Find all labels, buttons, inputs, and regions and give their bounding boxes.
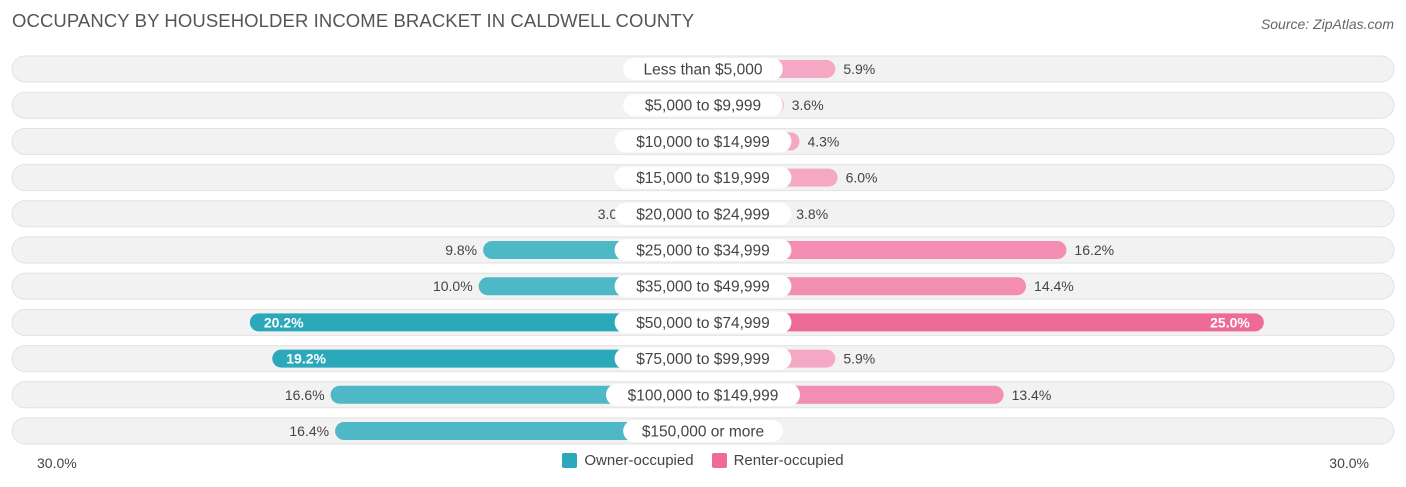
category-label: $100,000 to $149,999 (628, 387, 779, 404)
legend-label-renter: Renter-occupied (733, 452, 844, 469)
value-label-renter: 3.6% (792, 97, 824, 113)
category-label: $5,000 to $9,999 (645, 98, 761, 115)
value-label-owner: 16.4% (289, 423, 329, 439)
category-label: $150,000 or more (642, 424, 764, 441)
category-label-background (623, 94, 783, 117)
legend-item-renter[interactable]: Renter-occupied (711, 452, 844, 469)
value-label-owner: 9.8% (445, 242, 477, 258)
legend-item-owner[interactable]: Owner-occupied (562, 452, 694, 469)
category-label: $10,000 to $14,999 (636, 134, 770, 151)
category-label-background (614, 347, 792, 370)
legend-label-owner: Owner-occupied (584, 452, 694, 469)
category-label-background (614, 130, 792, 153)
chart-row: 19.2% 5.9% $75,000 to $99,999 (11, 345, 1395, 373)
category-label: $20,000 to $24,999 (636, 206, 770, 223)
chart-row: 9.8% 16.2% $25,000 to $34,999 (11, 236, 1395, 264)
category-label-background (614, 166, 792, 189)
value-label-owner: 16.6% (285, 387, 325, 403)
category-label-background (623, 58, 783, 80)
value-label-owner: 10.0% (433, 278, 473, 294)
category-label-background (623, 420, 783, 442)
value-label-renter: 4.3% (807, 133, 839, 149)
value-label-renter: 6.0% (846, 170, 878, 186)
category-label: $25,000 to $34,999 (636, 243, 770, 260)
category-label-background (614, 202, 792, 225)
diverging-bar-chart: 0.46%5.9%Less than $5,0001.7%3.6%$5,000 … (11, 55, 1395, 445)
chart-row: 20.2% 25.0% $50,000 to $74,999 (11, 308, 1395, 336)
bar-owner-occupied (249, 313, 703, 332)
chart-source: Source: ZipAtlas.com (1260, 16, 1394, 32)
legend-swatch-owner (562, 453, 578, 468)
value-label-renter: 14.4% (1034, 278, 1074, 294)
category-label-background (614, 311, 792, 334)
bar-owner-occupied (272, 349, 703, 368)
value-label-renter: 16.2% (1074, 242, 1114, 258)
category-label: $50,000 to $74,999 (636, 315, 770, 332)
chart-row: 16.6% 13.4% $100,000 to $149,999 (11, 381, 1395, 409)
category-label: $75,000 to $99,999 (636, 351, 770, 368)
chart-title: OCCUPANCY BY HOUSEHOLDER INCOME BRACKET … (12, 10, 695, 31)
chart-row: 1.7%3.6%$5,000 to $9,999 (11, 91, 1395, 119)
chart-row: 16.4%1.4%$150,000 or more (11, 417, 1395, 445)
value-label-renter: 5.9% (843, 61, 875, 77)
value-label-renter: 3.8% (796, 206, 828, 222)
chart-row: 1.7%4.3%$10,000 to $14,999 (11, 127, 1395, 155)
bar-renter-occupied (703, 241, 1067, 259)
category-label-background (606, 383, 800, 406)
value-label-renter: 25.0% (1210, 314, 1250, 330)
axis-left-label: 30.0% (37, 455, 77, 471)
chart-row: 1.0%6.0%$15,000 to $19,999 (11, 164, 1395, 192)
chart-row: 3.0% 3.8%$20,000 to $24,999 (11, 200, 1395, 228)
legend-swatch-renter (711, 453, 727, 468)
value-label-owner: 19.2% (286, 351, 326, 367)
axis-right-label: 30.0% (1329, 455, 1369, 471)
bar-owner-occupied (335, 422, 703, 440)
value-label-renter: 13.4% (1012, 387, 1052, 403)
category-label: $15,000 to $19,999 (636, 170, 770, 187)
category-label: Less than $5,000 (644, 62, 763, 79)
category-label-background (614, 275, 792, 298)
chart-row: 0.46%5.9%Less than $5,000 (11, 55, 1395, 83)
bar-renter-occupied (703, 313, 1264, 332)
value-label-owner: 20.2% (264, 314, 304, 330)
value-label-renter: 5.9% (843, 351, 875, 367)
category-label-background (614, 239, 792, 261)
chart-legend: Owner-occupied Renter-occupied (0, 452, 1406, 469)
chart-row: 10.0% 14.4% $35,000 to $49,999 (11, 272, 1395, 300)
category-label: $35,000 to $49,999 (636, 279, 770, 296)
